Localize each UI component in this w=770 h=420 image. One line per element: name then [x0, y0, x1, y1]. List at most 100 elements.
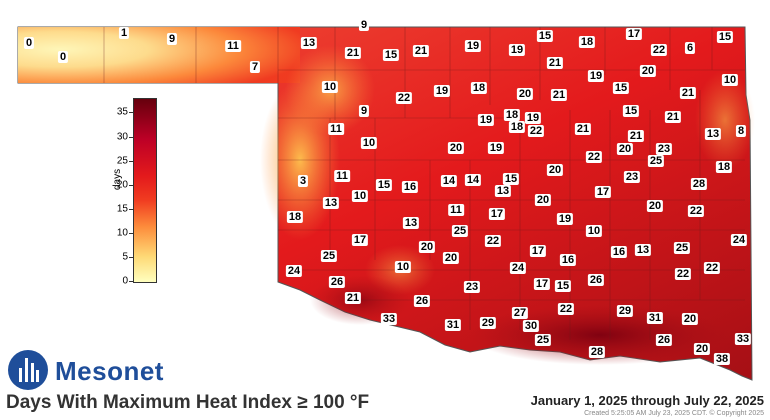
county-value-label: 21 — [574, 123, 592, 135]
county-value-label: 26 — [587, 274, 605, 286]
county-value-label: 11 — [225, 40, 241, 52]
county-value-label: 10 — [351, 190, 369, 202]
county-value-label: 24 — [285, 265, 303, 277]
county-value-label: 21 — [679, 87, 697, 99]
county-value-label: 15 — [502, 173, 520, 185]
county-value-label: 19 — [524, 112, 542, 124]
county-value-label: 11 — [334, 170, 350, 182]
county-value-label: 21 — [550, 89, 568, 101]
mesonet-logo-icon — [8, 350, 48, 390]
county-value-label: 22 — [484, 235, 502, 247]
county-value-label: 22 — [650, 44, 668, 56]
county-value-label: 38 — [713, 353, 731, 365]
county-value-label: 21 — [664, 111, 682, 123]
county-value-label: 21 — [546, 57, 564, 69]
county-value-label: 15 — [716, 31, 734, 43]
county-value-label: 13 — [322, 197, 340, 209]
county-value-label: 33 — [734, 333, 752, 345]
county-value-label: 20 — [646, 200, 664, 212]
county-value-label: 25 — [647, 155, 665, 167]
county-value-label: 17 — [594, 186, 612, 198]
county-value-label: 17 — [488, 208, 506, 220]
legend-tick-label: 5 — [122, 251, 128, 263]
county-value-label: 14 — [440, 175, 458, 187]
county-value-label: 11 — [328, 123, 344, 135]
legend-tick-label: 35 — [116, 106, 128, 118]
county-value-label: 18 — [715, 161, 733, 173]
county-value-label: 20 — [442, 252, 460, 264]
county-value-label: 18 — [470, 82, 488, 94]
legend-tick-label: 30 — [116, 131, 128, 143]
county-value-label: 8 — [735, 125, 747, 137]
county-value-label: 9 — [166, 33, 178, 45]
county-value-label: 9 — [358, 19, 370, 31]
legend-tick — [129, 160, 133, 162]
county-value-label: 24 — [730, 234, 748, 246]
county-value-label: 13 — [494, 185, 512, 197]
county-value-label: 23 — [463, 281, 481, 293]
county-value-label: 31 — [444, 319, 462, 331]
county-value-label: 22 — [527, 125, 545, 137]
legend-tick-label: 20 — [116, 179, 128, 191]
county-value-label: 0 — [23, 37, 35, 49]
county-value-label: 27 — [511, 307, 529, 319]
legend-tick — [129, 136, 133, 138]
county-value-label: 13 — [704, 128, 722, 140]
county-value-label: 25 — [673, 242, 691, 254]
county-value-label: 19 — [587, 70, 605, 82]
northeast-cool-region — [695, 70, 755, 170]
county-value-label: 22 — [585, 151, 603, 163]
county-value-label: 22 — [674, 268, 692, 280]
legend-tick-label: 15 — [116, 203, 128, 215]
legend-tick — [129, 256, 133, 258]
county-value-label: 15 — [554, 280, 572, 292]
county-value-label: 18 — [508, 121, 526, 133]
county-value-label: 20 — [693, 343, 711, 355]
county-value-label: 23 — [623, 171, 641, 183]
county-value-label: 18 — [578, 36, 596, 48]
county-value-label: 17 — [529, 245, 547, 257]
county-value-label: 18 — [286, 211, 304, 223]
county-value-label: 17 — [625, 28, 643, 40]
county-value-label: 6 — [684, 42, 696, 54]
county-value-label: 26 — [413, 295, 431, 307]
county-value-label: 33 — [380, 313, 398, 325]
county-value-label: 15 — [375, 179, 393, 191]
county-value-label: 16 — [401, 181, 419, 193]
county-value-label: 16 — [610, 246, 628, 258]
county-value-label: 21 — [344, 47, 362, 59]
county-value-label: 7 — [249, 61, 261, 73]
county-value-label: 1 — [118, 27, 130, 39]
county-value-label: 20 — [639, 65, 657, 77]
county-value-label: 10 — [721, 74, 739, 86]
county-value-label: 14 — [464, 174, 482, 186]
county-value-label: 13 — [300, 37, 318, 49]
county-value-label: 26 — [328, 276, 346, 288]
county-value-label: 0 — [57, 51, 69, 63]
county-value-label: 20 — [516, 88, 534, 100]
legend-tick-label: 0 — [122, 275, 128, 287]
county-value-label: 18 — [503, 109, 521, 121]
county-value-label: 17 — [533, 278, 551, 290]
county-value-label: 19 — [477, 114, 495, 126]
county-value-label: 29 — [616, 305, 634, 317]
county-value-label: 24 — [509, 262, 527, 274]
county-value-label: 20 — [447, 142, 465, 154]
county-value-label: 30 — [522, 320, 540, 332]
county-value-label: 16 — [559, 254, 577, 266]
county-value-label: 23 — [655, 143, 673, 155]
county-lines — [103, 27, 745, 340]
county-value-label: 28 — [588, 346, 606, 358]
county-value-label: 9 — [358, 105, 370, 117]
county-value-label: 25 — [320, 250, 338, 262]
county-value-label: 3 — [297, 175, 309, 187]
county-value-label: 22 — [557, 303, 575, 315]
county-value-label: 19 — [508, 44, 526, 56]
county-value-label: 25 — [534, 334, 552, 346]
county-value-label: 22 — [687, 205, 705, 217]
map-title: Days With Maximum Heat Index ≥ 100 °F — [6, 392, 370, 413]
brand-name: Mesonet — [55, 356, 164, 386]
county-value-label: 15 — [622, 105, 640, 117]
legend-tick — [129, 208, 133, 210]
legend-color-bar — [133, 98, 157, 283]
